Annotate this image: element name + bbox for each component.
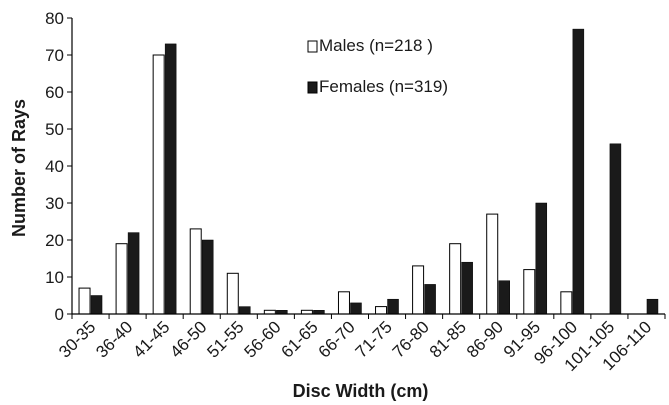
x-tick-label: 71-75: [352, 317, 396, 361]
bar-males-41-45: [152, 54, 165, 315]
y-tick-label: 80: [45, 9, 64, 28]
bar-females-36-40: [127, 232, 140, 315]
y-tick-label: 50: [45, 120, 64, 139]
bar-males-46-50: [189, 228, 202, 315]
bar-females-41-45: [164, 43, 177, 315]
bar-females-71-75: [387, 298, 399, 315]
x-tick-label: 81-85: [426, 317, 470, 361]
y-tick-label: 30: [45, 194, 64, 213]
y-tick-label: 20: [45, 231, 64, 250]
y-tick-label: 70: [45, 46, 64, 65]
bar-males-76-80: [412, 265, 425, 315]
y-tick-label: 0: [55, 305, 64, 324]
bar-males-81-85: [449, 243, 462, 315]
x-tick-label: 56-60: [240, 317, 284, 361]
bar-males-51-55: [226, 272, 239, 315]
bar-females-101-105: [609, 143, 622, 315]
y-tick-label: 60: [45, 83, 64, 102]
bar-males-96-100: [560, 291, 573, 315]
bar-males-86-90: [486, 213, 499, 315]
x-tick-label: 36-40: [92, 317, 136, 361]
x-tick-label: 51-55: [203, 317, 247, 361]
legend: Males (n=218 ) Females (n=319): [307, 36, 448, 96]
x-tick-label: 61-65: [278, 317, 322, 361]
bar-females-86-90: [498, 280, 510, 315]
y-tick-label: 40: [45, 157, 64, 176]
bar-females-76-80: [424, 284, 436, 315]
x-tick-label: 46-50: [166, 317, 210, 361]
x-tick-label: 76-80: [389, 317, 433, 361]
legend-label-males: Males (n=218 ): [319, 36, 433, 55]
y-axis-title: Number of Rays: [9, 99, 29, 237]
x-tick-label: 66-70: [315, 317, 359, 361]
bar-males-30-35: [78, 287, 91, 315]
x-axis-ticks: 30-3536-4041-4546-5051-5556-6061-6566-70…: [55, 314, 666, 375]
bar-males-66-70: [337, 291, 350, 315]
legend-swatch-females: [307, 81, 318, 94]
bar-females-46-50: [201, 239, 214, 315]
bar-females-66-70: [350, 302, 362, 315]
y-tick-label: 10: [45, 268, 64, 287]
bar-females-91-95: [535, 202, 548, 315]
legend-swatch-males: [307, 40, 318, 53]
bar-females-30-35: [90, 295, 103, 315]
bar-males-71-75: [375, 306, 388, 315]
bar-males-91-95: [523, 269, 536, 315]
x-axis-title: Disc Width (cm): [293, 381, 429, 401]
x-tick-label: 41-45: [129, 317, 173, 361]
y-axis-ticks: 0 10 20 30 40 50 60 70 80: [45, 9, 72, 324]
legend-label-females: Females (n=319): [319, 77, 448, 96]
bar-females-51-55: [239, 306, 251, 315]
bar-males-36-40: [115, 243, 128, 315]
bar-females-81-85: [461, 261, 473, 315]
bar-females-96-100: [572, 28, 585, 315]
x-tick-label: 86-90: [463, 317, 507, 361]
bar-females-106-110: [646, 298, 659, 315]
x-tick-label: 30-35: [55, 317, 99, 361]
bars: [78, 28, 659, 315]
